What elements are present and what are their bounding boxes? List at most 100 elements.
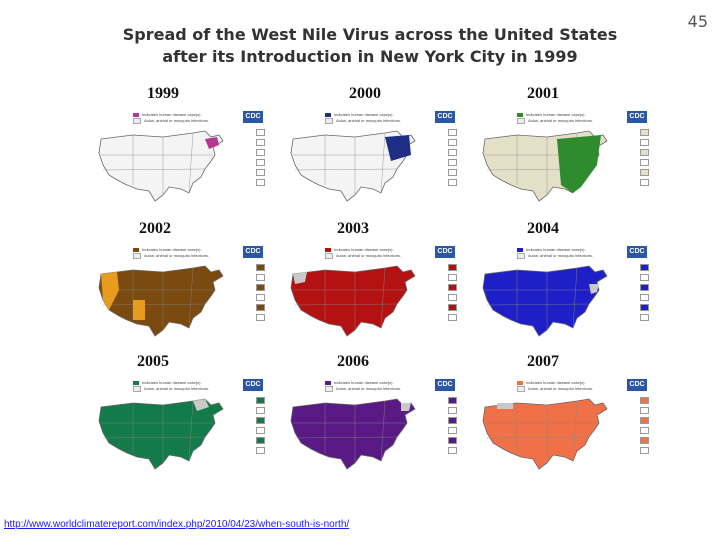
map-panel: 2002 Indicates human disease case(s). Av… xyxy=(87,220,267,350)
cdc-logo: CDC xyxy=(435,379,455,391)
cdc-logo: CDC xyxy=(627,379,647,391)
us-map xyxy=(290,130,416,202)
us-map xyxy=(482,265,608,337)
panel-year: 1999 xyxy=(147,85,179,102)
cdc-logo: CDC xyxy=(435,246,455,258)
us-map xyxy=(98,398,224,470)
territories-key xyxy=(631,264,649,324)
legend-swatch xyxy=(133,253,141,259)
map-highlight xyxy=(401,403,411,411)
us-map-shape xyxy=(482,398,608,470)
cdc-logo: CDC xyxy=(243,246,263,258)
map-highlight xyxy=(589,284,599,294)
map-panel: 2007 Indicates human disease case(s). Av… xyxy=(471,353,651,483)
territories-key xyxy=(247,264,265,324)
map-panel: 2000 Indicates human disease case(s). Av… xyxy=(279,85,459,215)
map-highlight xyxy=(385,135,411,161)
cdc-logo: CDC xyxy=(243,111,263,123)
legend-swatch xyxy=(133,118,141,124)
maps-grid: 1999 Indicates human disease case(s). Av… xyxy=(87,85,649,530)
legend-label-2: Avian, animal or mosquito infections. xyxy=(144,118,210,124)
map-highlight xyxy=(557,135,601,193)
legend-swatch xyxy=(325,118,333,124)
legend-swatch xyxy=(325,247,331,252)
legend-swatch xyxy=(325,380,331,385)
us-map-shape xyxy=(98,265,224,337)
map-highlight xyxy=(205,137,219,149)
page-title: Spread of the West Nile Virus across the… xyxy=(0,24,720,68)
us-map xyxy=(290,398,416,470)
legend-swatch xyxy=(133,247,139,252)
legend: Indicates human disease case(s). Avian, … xyxy=(133,247,209,259)
map-panel: 2003 Indicates human disease case(s). Av… xyxy=(279,220,459,350)
panel-year: 2007 xyxy=(527,353,559,370)
territories-key xyxy=(439,129,457,189)
legend-swatch xyxy=(133,386,141,392)
map-highlight xyxy=(101,272,145,320)
map-panel: 1999 Indicates human disease case(s). Av… xyxy=(87,85,267,215)
panel-year: 2004 xyxy=(527,220,559,237)
legend-label-1: Indicates human disease case(s). xyxy=(526,380,586,385)
legend-swatch xyxy=(133,112,139,117)
legend: Indicates human disease case(s). Avian, … xyxy=(517,380,593,392)
panel-year: 2001 xyxy=(527,85,559,102)
legend-swatch xyxy=(517,247,523,252)
cdc-logo: CDC xyxy=(243,379,263,391)
legend-label-1: Indicates human disease case(s). xyxy=(142,247,202,252)
territories-key xyxy=(631,129,649,189)
panel-year: 2003 xyxy=(337,220,369,237)
us-map xyxy=(482,130,608,202)
legend-label-1: Indicates human disease case(s). xyxy=(334,247,394,252)
legend-label-2: Avian, animal or mosquito infections. xyxy=(336,253,402,259)
us-map xyxy=(482,398,608,470)
legend-swatch xyxy=(517,253,525,259)
legend-label-1: Indicates human disease case(s). xyxy=(142,112,202,117)
map-highlight xyxy=(193,399,209,411)
legend: Indicates human disease case(s). Avian, … xyxy=(325,112,401,124)
title-line-2: after its Introduction in New York City … xyxy=(162,47,578,66)
legend-label-2: Avian, animal or mosquito infections. xyxy=(336,118,402,124)
territories-key xyxy=(247,129,265,189)
legend-swatch xyxy=(325,386,333,392)
legend-label-1: Indicates human disease case(s). xyxy=(334,380,394,385)
legend-label-1: Indicates human disease case(s). xyxy=(526,247,586,252)
legend: Indicates human disease case(s). Avian, … xyxy=(325,380,401,392)
legend-label-1: Indicates human disease case(s). xyxy=(334,112,394,117)
panel-year: 2005 xyxy=(137,353,169,370)
legend-label-2: Avian, animal or mosquito infections. xyxy=(528,386,594,392)
legend-swatch xyxy=(517,386,525,392)
legend-swatch xyxy=(517,112,523,117)
legend-label-2: Avian, animal or mosquito infections. xyxy=(144,253,210,259)
map-highlight xyxy=(497,403,513,409)
legend-swatch xyxy=(517,118,525,124)
map-panel: 2005 Indicates human disease case(s). Av… xyxy=(87,353,267,483)
territories-key xyxy=(631,397,649,457)
us-map-shape xyxy=(482,265,608,337)
cdc-logo: CDC xyxy=(627,111,647,123)
legend-label-2: Avian, animal or mosquito infections. xyxy=(528,253,594,259)
slide-number: 45 xyxy=(687,12,708,31)
source-link[interactable]: http://www.worldclimatereport.com/index.… xyxy=(4,519,350,530)
us-map xyxy=(98,265,224,337)
map-panel: 2004 Indicates human disease case(s). Av… xyxy=(471,220,651,350)
us-map-shape xyxy=(98,130,224,202)
legend-swatch xyxy=(325,112,331,117)
title-line-1: Spread of the West Nile Virus across the… xyxy=(122,25,618,44)
map-highlight xyxy=(293,272,307,284)
legend-label-1: Indicates human disease case(s). xyxy=(142,380,202,385)
legend-swatch xyxy=(325,253,333,259)
panel-year: 2000 xyxy=(349,85,381,102)
legend: Indicates human disease case(s). Avian, … xyxy=(517,112,593,124)
map-panel: 2001 Indicates human disease case(s). Av… xyxy=(471,85,651,215)
us-map xyxy=(98,130,224,202)
legend-label-2: Avian, animal or mosquito infections. xyxy=(336,386,402,392)
territories-key xyxy=(247,397,265,457)
cdc-logo: CDC xyxy=(627,246,647,258)
legend-swatch xyxy=(133,380,139,385)
map-panel: 2006 Indicates human disease case(s). Av… xyxy=(279,353,459,483)
panel-year: 2002 xyxy=(139,220,171,237)
legend: Indicates human disease case(s). Avian, … xyxy=(133,112,209,124)
us-map-shape xyxy=(290,398,416,470)
us-map xyxy=(290,265,416,337)
legend-label-2: Avian, animal or mosquito infections. xyxy=(144,386,210,392)
